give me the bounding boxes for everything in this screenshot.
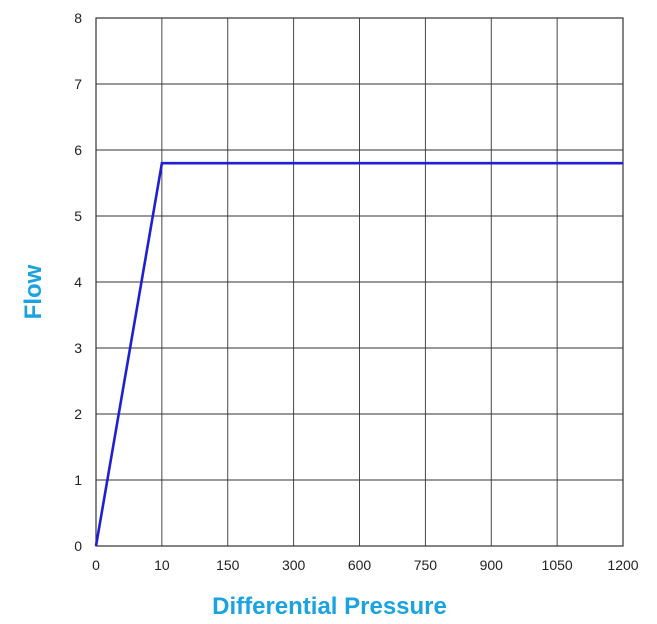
y-tick-label: 0 xyxy=(74,538,82,554)
x-tick-label: 300 xyxy=(282,557,306,573)
y-tick-label: 8 xyxy=(74,10,82,26)
y-tick-label: 6 xyxy=(74,142,82,158)
y-tick-label: 1 xyxy=(74,472,82,488)
y-tick-labels: 0 1 2 3 4 5 6 7 8 xyxy=(74,10,82,554)
x-tick-labels: 0 10 150 300 600 750 900 1050 1200 xyxy=(92,557,639,573)
x-tick-label: 0 xyxy=(92,557,100,573)
x-tick-label: 10 xyxy=(154,557,170,573)
x-tick-label: 900 xyxy=(480,557,504,573)
x-tick-label: 600 xyxy=(348,557,372,573)
y-tick-label: 3 xyxy=(74,340,82,356)
y-tick-label: 5 xyxy=(74,208,82,224)
y-tick-label: 7 xyxy=(74,76,82,92)
x-axis-title: Differential Pressure xyxy=(212,593,447,620)
grid-layer xyxy=(95,17,624,547)
y-tick-label: 2 xyxy=(74,406,82,422)
series-layer xyxy=(94,161,623,547)
x-tick-label: 150 xyxy=(216,557,240,573)
x-tick-label: 1050 xyxy=(542,557,573,573)
series-line-flow xyxy=(94,161,623,547)
x-tick-label: 1200 xyxy=(607,557,638,573)
x-tick-label: 750 xyxy=(414,557,438,573)
y-tick-label: 4 xyxy=(74,274,82,290)
y-axis-title: Flow xyxy=(20,264,47,319)
